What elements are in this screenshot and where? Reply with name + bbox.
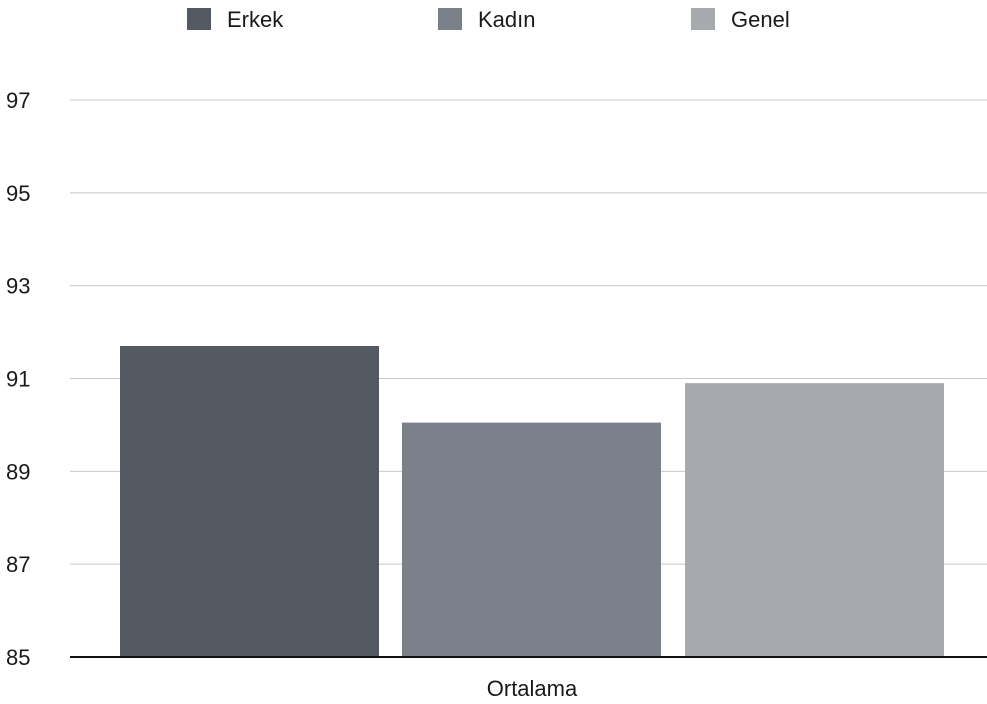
legend-swatch bbox=[438, 8, 462, 30]
legend-item: Genel bbox=[691, 7, 790, 32]
legend-label: Genel bbox=[731, 7, 790, 32]
legend-label: Erkek bbox=[227, 7, 284, 32]
legend: Erkek Kadın Genel bbox=[187, 7, 790, 32]
bar-genel bbox=[685, 383, 944, 657]
legend-item: Kadın bbox=[438, 7, 536, 32]
legend-item: Erkek bbox=[187, 7, 284, 32]
y-tick-label: 87 bbox=[6, 552, 30, 577]
x-axis: Ortalama bbox=[487, 676, 578, 701]
y-axis: 97 95 93 91 89 87 85 bbox=[6, 88, 30, 670]
bars bbox=[120, 346, 944, 657]
bar-kadın bbox=[402, 422, 661, 657]
y-tick-label: 89 bbox=[6, 459, 30, 484]
x-category-label: Ortalama bbox=[487, 676, 578, 701]
y-tick-label: 95 bbox=[6, 181, 30, 206]
y-tick-label: 91 bbox=[6, 367, 30, 392]
y-tick-label: 85 bbox=[6, 645, 30, 670]
y-tick-label: 97 bbox=[6, 88, 30, 113]
bar-erkek bbox=[120, 346, 379, 657]
y-tick-label: 93 bbox=[6, 274, 30, 299]
legend-label: Kadın bbox=[478, 7, 536, 32]
legend-swatch bbox=[187, 8, 211, 30]
legend-swatch bbox=[691, 8, 715, 30]
